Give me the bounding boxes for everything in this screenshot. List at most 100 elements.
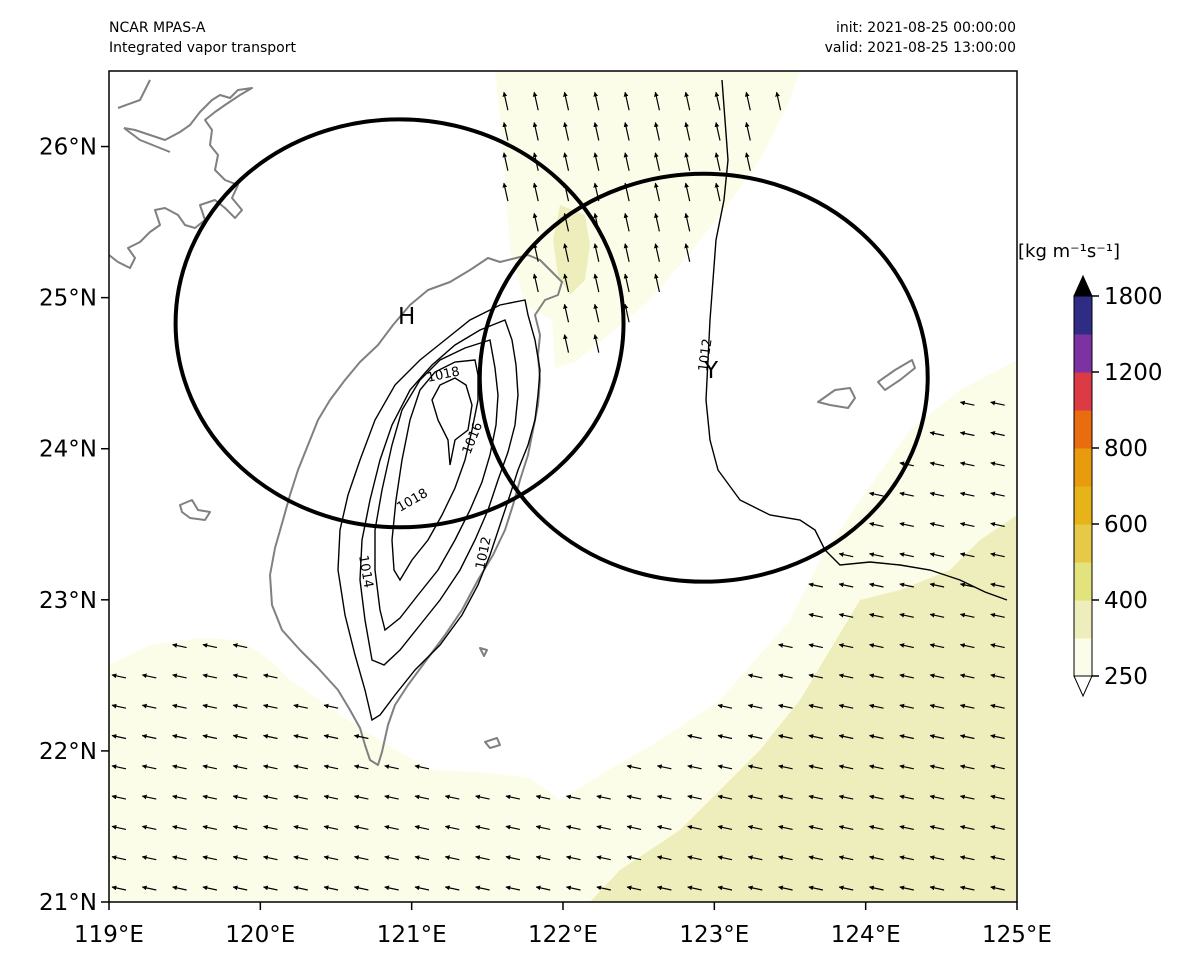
circle-north-taiwan bbox=[173, 117, 626, 530]
high-center-label: H bbox=[398, 304, 415, 330]
ivt-vector bbox=[869, 764, 884, 770]
ivt-vector bbox=[596, 794, 611, 800]
circle-east-taiwan bbox=[477, 171, 930, 584]
map-area: 1018 1016 1018 1014 1012 1012 H Y bbox=[109, 71, 1017, 902]
ivt-vector bbox=[384, 855, 399, 861]
ivt-vector bbox=[929, 885, 945, 891]
ivt-vector bbox=[778, 855, 793, 861]
ivt-vector bbox=[535, 855, 551, 861]
colorbar-segment bbox=[1074, 448, 1092, 487]
ivt-vector bbox=[838, 612, 854, 618]
ivt-vector bbox=[717, 764, 733, 770]
ivt-vector bbox=[990, 491, 1005, 497]
ivt-vector bbox=[687, 764, 702, 770]
ivt-vector bbox=[232, 764, 248, 770]
ivt-vector bbox=[899, 582, 914, 588]
init-time: init: 2021-08-25 00:00:00 bbox=[836, 20, 1016, 36]
ivt-vector bbox=[593, 243, 600, 262]
ivt-vector bbox=[838, 703, 854, 709]
ivt-vector bbox=[444, 794, 460, 800]
contour-label-1018-bottom: 1018 bbox=[395, 486, 431, 516]
colorbar-segment bbox=[1074, 638, 1092, 677]
lat-tick-label: 22°N bbox=[39, 739, 97, 765]
ivt-vector bbox=[141, 703, 157, 709]
ivt-vector bbox=[293, 703, 308, 709]
ivt-vector bbox=[869, 612, 884, 618]
map-axes: 119°E 120°E 121°E 122°E 123°E 124°E 125°E 21°N 2… bbox=[39, 135, 1052, 948]
ivt-vector bbox=[263, 794, 278, 800]
ivt-vector bbox=[232, 703, 248, 709]
ivt-vector bbox=[684, 182, 691, 202]
ivt-vector bbox=[990, 703, 1005, 709]
ivt-vector bbox=[929, 824, 945, 830]
ivt-vector bbox=[959, 643, 975, 649]
ivt-vector bbox=[990, 582, 1005, 588]
colorbar-frame bbox=[1073, 295, 1093, 677]
colorbar-tick-label: 800 bbox=[1104, 436, 1148, 462]
ivt-vector bbox=[656, 824, 672, 830]
ivt-vector bbox=[202, 824, 218, 830]
ivt-vector bbox=[384, 764, 399, 770]
ivt-vector bbox=[111, 855, 127, 861]
ivt-vector bbox=[687, 885, 702, 891]
ivt-vector bbox=[505, 794, 521, 800]
ivt-vector bbox=[959, 703, 975, 709]
ivt-vector bbox=[656, 764, 672, 770]
ivt-vector bbox=[172, 855, 187, 861]
header-right: init: 2021-08-25 00:00:00 valid: 2021-08… bbox=[825, 18, 1016, 58]
ivt-vector bbox=[959, 431, 975, 437]
ivt-vector bbox=[990, 855, 1005, 861]
ivt-vector bbox=[353, 764, 369, 770]
ivt-vector bbox=[869, 552, 884, 558]
yonaguni-island bbox=[817, 387, 856, 409]
ivt-vector bbox=[232, 794, 248, 800]
ivt-vector bbox=[929, 491, 945, 497]
ivt-vector bbox=[414, 885, 430, 891]
ivt-vector bbox=[838, 673, 854, 679]
ivt-vector bbox=[990, 643, 1005, 649]
ivt-vector bbox=[232, 673, 248, 679]
ivt-vector bbox=[172, 643, 187, 649]
ivt-vector bbox=[593, 334, 600, 353]
ivt-vector bbox=[626, 885, 642, 891]
contour-labels: 1018 1016 1018 1014 1012 1012 bbox=[355, 338, 716, 590]
ivt-vector bbox=[353, 855, 369, 861]
ivt-vector bbox=[959, 824, 975, 830]
ivt-vector bbox=[653, 122, 660, 141]
lat-tick-label: 25°N bbox=[39, 286, 97, 312]
ivt-vector bbox=[959, 582, 975, 588]
ivt-vector bbox=[566, 824, 581, 830]
ivt-vector bbox=[623, 91, 630, 111]
colorbar-units: [kg m⁻¹s⁻¹] bbox=[1018, 241, 1120, 262]
ivt-vector bbox=[535, 885, 551, 891]
ivt-vector bbox=[899, 734, 914, 740]
ivt-vector bbox=[687, 824, 702, 830]
ivt-vector bbox=[505, 885, 521, 891]
ivt-vector bbox=[172, 885, 187, 891]
ivt-vector bbox=[111, 734, 127, 740]
ivt-vector bbox=[778, 824, 793, 830]
ivt-vector bbox=[623, 303, 630, 323]
ivt-vector bbox=[808, 582, 824, 588]
ivt-vector bbox=[202, 734, 218, 740]
ivt-vector bbox=[869, 673, 884, 679]
ivt-vector bbox=[172, 824, 187, 830]
other-center-label: Y bbox=[703, 358, 719, 384]
ivt-vector bbox=[141, 885, 157, 891]
ivt-vector bbox=[929, 431, 945, 437]
ivt-vector bbox=[563, 334, 570, 353]
contour-1018-b bbox=[431, 377, 473, 466]
analysis-circles bbox=[173, 117, 930, 584]
ivt-vector bbox=[838, 643, 854, 649]
ivt-vector bbox=[838, 552, 854, 558]
colorbar-tick-label: 400 bbox=[1104, 588, 1148, 614]
ivt-vector bbox=[714, 91, 721, 111]
colorbar-extend-high bbox=[1073, 274, 1093, 297]
ivt-vector bbox=[323, 734, 339, 740]
ivt-vector bbox=[899, 824, 914, 830]
ivt-vector bbox=[653, 182, 660, 202]
ivt-vector bbox=[623, 152, 630, 171]
ivt-vector bbox=[929, 734, 945, 740]
ivt-vector bbox=[869, 824, 884, 830]
mslp-contours bbox=[337, 79, 1008, 722]
